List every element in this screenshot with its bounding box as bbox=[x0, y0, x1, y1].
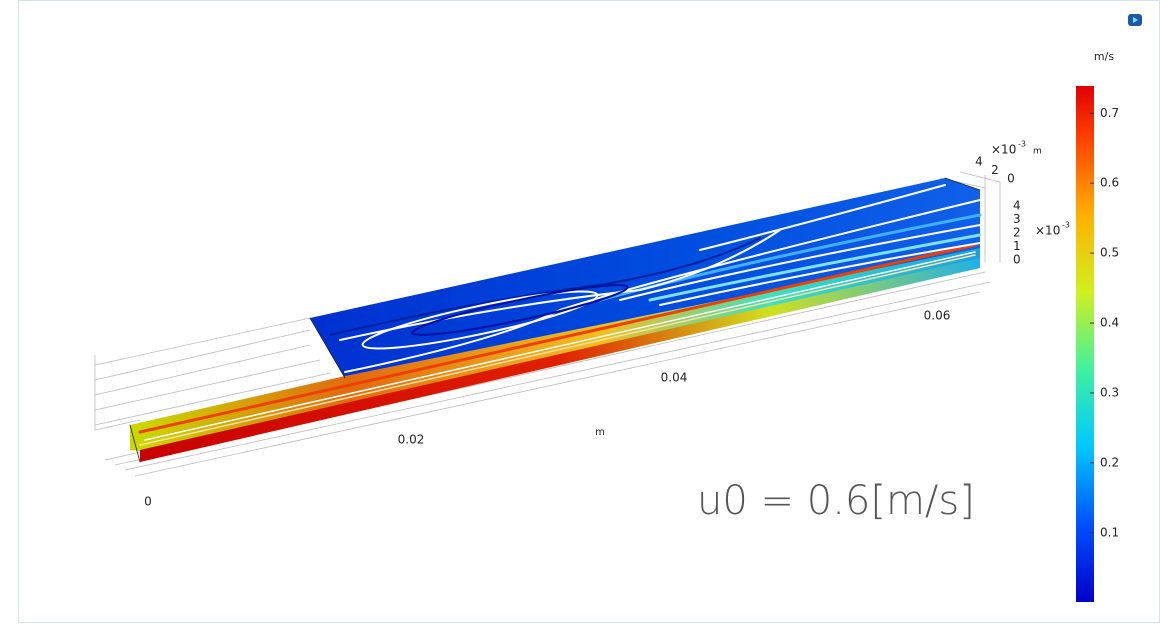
z-axis-factor: ×10 bbox=[1035, 224, 1060, 238]
toolbar-icon[interactable] bbox=[1128, 14, 1142, 26]
colorbar-tick-label: 0.4 bbox=[1100, 316, 1119, 330]
y-axis-exponent: -3 bbox=[1018, 140, 1026, 149]
z-tick-label: 2 bbox=[1013, 226, 1021, 240]
z-tick-label: 1 bbox=[1013, 239, 1021, 253]
colorbar-tick-label: 0.6 bbox=[1100, 176, 1119, 190]
z-axis-exponent: -3 bbox=[1062, 221, 1070, 230]
y-tick-label: 2 bbox=[991, 163, 999, 177]
colorbar: m/s 0.1 0.2 0.3 0.4 0.5 0.6 0.7 bbox=[1076, 50, 1119, 602]
y-axis-factor: ×10 bbox=[991, 143, 1016, 157]
x-tick-label: 0.04 bbox=[661, 371, 688, 385]
colorbar-tick-label: 0.7 bbox=[1100, 106, 1119, 120]
graphics-window: m 00.020.040.06 ×10 -3 m 420 ×10 -3 4321… bbox=[0, 0, 1160, 640]
y-tick-label: 4 bbox=[975, 154, 983, 168]
colorbar-tick-label: 0.1 bbox=[1100, 525, 1119, 539]
colorbar-tick-label: 0.3 bbox=[1100, 385, 1119, 399]
colorbar-tick-label: 0.5 bbox=[1100, 246, 1119, 260]
y-axis-unit: m bbox=[1033, 147, 1042, 157]
z-tick-label: 0 bbox=[1013, 253, 1021, 267]
colorbar-unit: m/s bbox=[1094, 50, 1114, 63]
colorbar-gradient bbox=[1076, 86, 1094, 602]
z-tick-label: 4 bbox=[1013, 199, 1021, 213]
x-tick-label: 0.06 bbox=[924, 309, 951, 323]
z-tick-label: 3 bbox=[1013, 212, 1021, 226]
colorbar-tick-label: 0.2 bbox=[1100, 455, 1119, 469]
y-tick-label: 0 bbox=[1007, 172, 1015, 186]
annotation: u0 = 0.6[m/s] bbox=[697, 478, 975, 524]
x-tick-label: 0.02 bbox=[398, 433, 425, 447]
x-tick-label: 0 bbox=[144, 495, 152, 509]
x-axis-unit: m bbox=[595, 427, 605, 438]
